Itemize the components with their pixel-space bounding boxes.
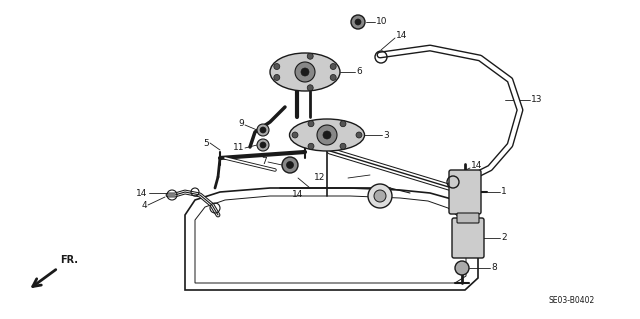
Text: 14: 14 bbox=[471, 161, 483, 170]
Circle shape bbox=[287, 161, 294, 168]
Text: 5: 5 bbox=[204, 138, 209, 147]
Text: 14: 14 bbox=[292, 190, 304, 199]
Ellipse shape bbox=[270, 53, 340, 91]
Circle shape bbox=[351, 15, 365, 29]
Circle shape bbox=[356, 132, 362, 138]
Circle shape bbox=[308, 121, 314, 127]
Circle shape bbox=[368, 184, 392, 208]
Text: 8: 8 bbox=[491, 263, 497, 272]
Circle shape bbox=[274, 74, 280, 80]
FancyBboxPatch shape bbox=[452, 218, 484, 258]
Ellipse shape bbox=[289, 119, 365, 151]
Text: 11: 11 bbox=[232, 144, 244, 152]
Circle shape bbox=[301, 68, 309, 76]
Circle shape bbox=[260, 142, 266, 148]
Text: 10: 10 bbox=[376, 18, 387, 26]
Circle shape bbox=[295, 62, 315, 82]
Circle shape bbox=[455, 261, 469, 275]
Text: 14: 14 bbox=[396, 32, 408, 41]
Circle shape bbox=[292, 132, 298, 138]
Circle shape bbox=[323, 131, 331, 139]
Text: 6: 6 bbox=[356, 68, 362, 77]
Circle shape bbox=[340, 143, 346, 149]
Circle shape bbox=[307, 85, 313, 91]
Circle shape bbox=[308, 143, 314, 149]
Circle shape bbox=[260, 127, 266, 133]
Circle shape bbox=[257, 124, 269, 136]
FancyBboxPatch shape bbox=[457, 213, 479, 223]
Circle shape bbox=[317, 125, 337, 145]
Circle shape bbox=[355, 19, 361, 25]
Circle shape bbox=[374, 190, 386, 202]
Text: 13: 13 bbox=[531, 95, 543, 105]
Text: SE03-B0402: SE03-B0402 bbox=[548, 296, 595, 305]
Circle shape bbox=[307, 53, 313, 59]
Text: 1: 1 bbox=[501, 188, 507, 197]
Circle shape bbox=[257, 139, 269, 151]
Circle shape bbox=[274, 63, 280, 70]
Circle shape bbox=[340, 121, 346, 127]
Text: 2: 2 bbox=[501, 234, 507, 242]
Text: 14: 14 bbox=[136, 189, 147, 197]
Text: 7: 7 bbox=[261, 158, 267, 167]
Circle shape bbox=[282, 157, 298, 173]
Text: 9: 9 bbox=[238, 120, 244, 129]
Circle shape bbox=[330, 63, 336, 70]
Text: 3: 3 bbox=[383, 130, 388, 139]
Circle shape bbox=[330, 74, 336, 80]
Text: 12: 12 bbox=[314, 174, 325, 182]
FancyBboxPatch shape bbox=[449, 170, 481, 214]
Text: 4: 4 bbox=[141, 201, 147, 210]
Text: FR.: FR. bbox=[60, 255, 78, 265]
